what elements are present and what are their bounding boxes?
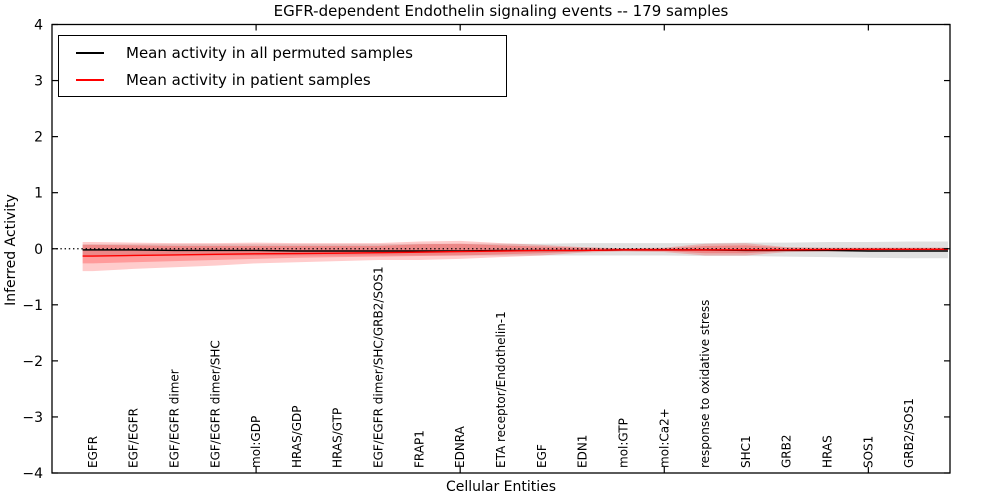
x-axis-label: Cellular Entities bbox=[445, 479, 557, 495]
category-label: SHC1 bbox=[739, 435, 753, 468]
category-label: HRAS/GDP bbox=[290, 405, 304, 468]
category-label: HRAS/GTP bbox=[331, 408, 345, 468]
category-label: mol:Ca2+ bbox=[657, 408, 671, 468]
category-label: EDNRA bbox=[453, 425, 467, 468]
category-label: GRB2/SOS1 bbox=[902, 398, 916, 468]
category-label: EGF bbox=[535, 444, 549, 468]
category-label: mol:GTP bbox=[616, 418, 630, 468]
y-tick-label: 4 bbox=[34, 18, 43, 34]
band-patient-range-inner bbox=[82, 243, 948, 264]
legend-line-permuted-icon bbox=[76, 51, 104, 54]
category-label: EGF/EGFR dimer bbox=[167, 369, 181, 468]
legend-line-patient-icon bbox=[76, 78, 104, 81]
y-tick-label: −4 bbox=[22, 466, 43, 482]
legend: Mean activity in all permuted samples Me… bbox=[58, 35, 507, 97]
category-label: EGF/EGFR dimer/SHC/GRB2/SOS1 bbox=[372, 266, 386, 468]
band-patient-range-outer bbox=[82, 240, 948, 272]
y-tick-label: 1 bbox=[34, 186, 43, 202]
category-label: FRAP1 bbox=[412, 430, 426, 468]
category-label: GRB2 bbox=[780, 434, 794, 468]
category-label: mol:GDP bbox=[249, 416, 263, 468]
chart-title: EGFR-dependent Endothelin signaling even… bbox=[273, 2, 729, 20]
y-tick-label: −2 bbox=[22, 354, 43, 370]
category-label: HRAS bbox=[821, 435, 835, 468]
category-label: SOS1 bbox=[861, 436, 875, 468]
patient-mean-line bbox=[82, 248, 948, 257]
legend-entry-patient: Mean activity in patient samples bbox=[59, 71, 506, 89]
legend-label-permuted: Mean activity in all permuted samples bbox=[126, 43, 413, 62]
y-tick-label: 2 bbox=[34, 130, 43, 146]
legend-entry-permuted: Mean activity in all permuted samples bbox=[59, 44, 506, 62]
category-label: ETA receptor/Endothelin-1 bbox=[494, 311, 508, 468]
y-tick-label: 3 bbox=[34, 74, 43, 90]
category-label: EGF/EGFR dimer/SHC bbox=[208, 340, 222, 468]
category-label: EGFR bbox=[86, 436, 100, 468]
y-tick-label: −3 bbox=[22, 410, 43, 426]
y-tick-label: −1 bbox=[22, 298, 43, 314]
category-label: EDN1 bbox=[576, 435, 590, 468]
legend-label-patient: Mean activity in patient samples bbox=[126, 70, 371, 89]
y-axis-label: Inferred Activity bbox=[3, 194, 19, 306]
y-tick-label: 0 bbox=[34, 242, 43, 258]
category-label: EGF/EGFR bbox=[127, 408, 141, 468]
category-label: response to oxidative stress bbox=[698, 300, 712, 468]
